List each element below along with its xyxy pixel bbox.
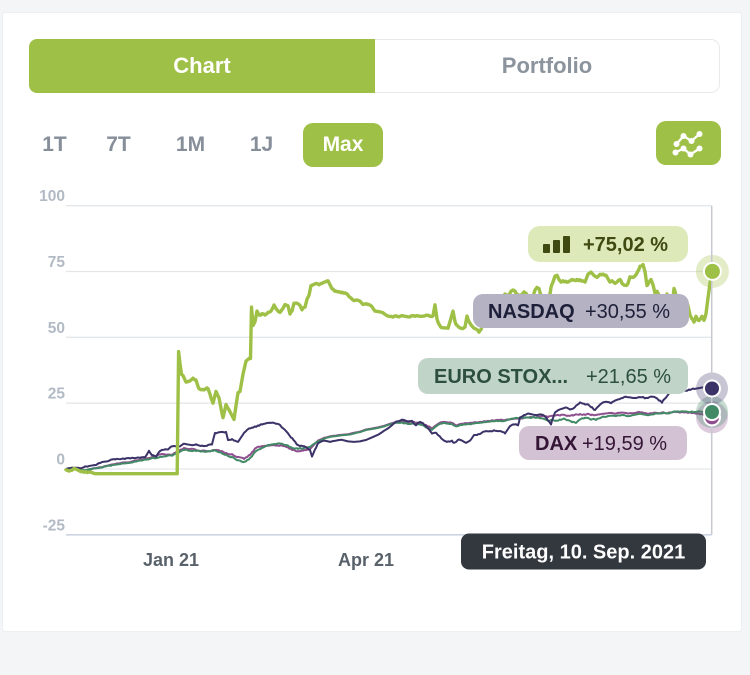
svg-text:50: 50 [48, 320, 65, 337]
svg-text:+19,59 %: +19,59 % [582, 433, 667, 455]
svg-text:+21,65 %: +21,65 % [586, 366, 671, 388]
svg-text:25: 25 [48, 386, 66, 403]
svg-text:DAX: DAX [535, 433, 578, 455]
svg-text:NASDAQ: NASDAQ [488, 301, 575, 323]
svg-text:EURO STOX...: EURO STOX... [434, 366, 568, 388]
svg-text:+30,55 %: +30,55 % [585, 301, 670, 323]
svg-text:0: 0 [56, 452, 65, 469]
svg-text:100: 100 [39, 188, 65, 205]
svg-text:75: 75 [48, 254, 66, 271]
svg-text:+75,02 %: +75,02 % [583, 234, 668, 256]
svg-text:-25: -25 [43, 517, 66, 534]
svg-text:Freitag, 10. Sep. 2021: Freitag, 10. Sep. 2021 [482, 542, 685, 564]
svg-text:Jan 21: Jan 21 [143, 550, 199, 570]
svg-text:Apr 21: Apr 21 [338, 550, 394, 570]
